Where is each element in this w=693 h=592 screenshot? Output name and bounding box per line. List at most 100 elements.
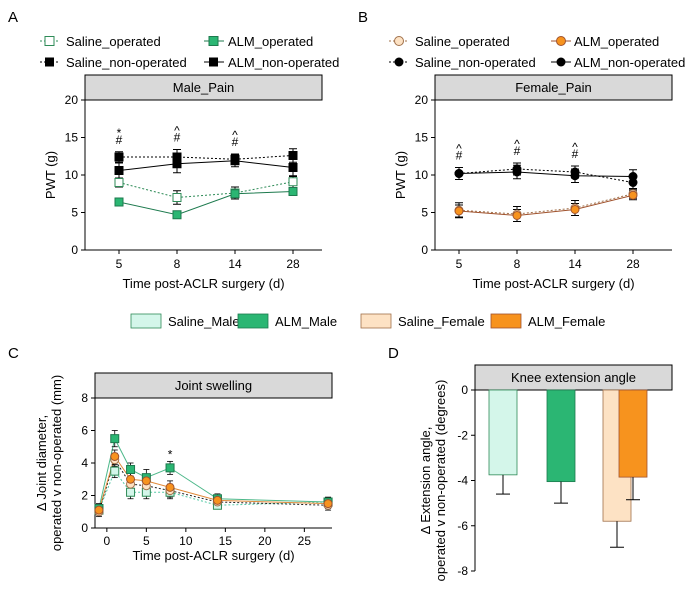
- female-pain-series-line: [458, 194, 634, 217]
- male-pain-series-line: [118, 181, 294, 199]
- legend-swatch-alm-female: [490, 313, 522, 329]
- male-pain-point: [288, 151, 298, 160]
- legend-marker-alm-non-operated: [556, 57, 566, 67]
- male-pain-y-label: PWT (g): [43, 151, 58, 199]
- male-pain-point: [114, 178, 124, 187]
- legend-swatch-saline-male: [130, 313, 162, 329]
- joint-swelling-y-tick-label: 8: [81, 391, 88, 405]
- female-pain-title-bar: [434, 74, 673, 101]
- legend-label: Saline_operated: [66, 34, 161, 49]
- female-pain-significance-mark: ^: [456, 142, 462, 156]
- panel-label-d: D: [388, 345, 399, 362]
- male-pain-x-tick-label: 8: [174, 257, 181, 271]
- female-pain-significance-mark: #: [514, 144, 521, 158]
- joint-swelling-title: Joint swelling: [175, 378, 252, 393]
- male-pain-y-tick-label: 20: [65, 93, 79, 107]
- legend-marker-alm-operated: [208, 36, 219, 46]
- legend-label: Saline_non-operated: [66, 55, 187, 70]
- female-pain-y-tick-label: 15: [415, 131, 429, 145]
- female-pain-x-tick-label: 14: [568, 257, 582, 271]
- female-pain-y-tick-label: 20: [415, 93, 429, 107]
- female-pain-point: [512, 211, 522, 220]
- panel-label-a: A: [8, 9, 18, 26]
- joint-swelling-title-bar: [94, 372, 333, 399]
- joint-swelling-y-tick-label: 6: [81, 424, 88, 438]
- male-pain-point: [114, 166, 124, 175]
- joint-swelling-point: [94, 505, 104, 515]
- legend-label: ALM_operated: [228, 34, 313, 49]
- joint-swelling-x-tick-label: 0: [104, 534, 111, 548]
- male-pain-point: [288, 177, 298, 187]
- female-pain-title: Female_Pain: [515, 80, 592, 95]
- male-pain-x-tick-label: 14: [228, 257, 242, 271]
- legend-marker-saline-non-operated: [394, 57, 404, 67]
- knee-extension-bar: [488, 389, 518, 476]
- male-pain-x-tick-label: 28: [286, 257, 300, 271]
- male-pain-series-line: [119, 155, 294, 160]
- female-pain-point: [570, 205, 580, 214]
- knee-extension-y-tick-label: -4: [457, 474, 468, 488]
- female-pain-series-line: [458, 193, 634, 215]
- female-pain-x-tick-label: 28: [626, 257, 640, 271]
- knee-extension-y-tick-label: 0: [461, 383, 468, 397]
- legend-label: ALM_non-operated: [574, 55, 685, 70]
- legend-marker-saline-operated: [44, 36, 55, 46]
- legend-swatch-alm-male: [237, 313, 269, 329]
- legend-label: Saline_Male: [168, 314, 240, 329]
- male-pain-x-tick-label: 5: [116, 257, 123, 271]
- female-pain-x-label: Time post-ACLR surgery (d): [472, 276, 634, 291]
- legend-label: Saline_operated: [415, 34, 510, 49]
- female-pain-series-line: [458, 171, 634, 177]
- joint-swelling-x-tick-label: 5: [143, 534, 150, 548]
- male-pain-point: [288, 187, 298, 196]
- panel-label-b: B: [358, 9, 368, 26]
- legend-label: Saline_non-operated: [415, 55, 536, 70]
- knee-extension-y-tick-label: -2: [457, 428, 468, 442]
- male-pain-title: Male_Pain: [173, 80, 234, 95]
- male-pain-y-tick-label: 0: [71, 243, 78, 257]
- legend-male: Saline_operated ALM_operated Saline_non-…: [40, 34, 339, 70]
- knee-extension-bar: [546, 389, 576, 483]
- female-pain-point: [454, 169, 464, 178]
- joint-swelling-y-tick-label: 4: [81, 456, 88, 470]
- knee-extension-title-bar: [474, 364, 673, 391]
- female-pain-x-tick-label: 8: [514, 257, 521, 271]
- joint-swelling-x-tick-label: 10: [179, 534, 193, 548]
- female-pain-significance-mark: #: [572, 147, 579, 161]
- male-pain-point: [230, 189, 240, 199]
- knee-extension-title: Knee extension angle: [511, 370, 636, 385]
- legend-marker-saline-non-operated: [45, 57, 54, 67]
- male-pain-significance-mark: #: [232, 135, 239, 149]
- male-pain-significance-mark: *: [117, 126, 122, 140]
- male-pain-point: [172, 193, 182, 202]
- female-pain-y-tick-label: 0: [421, 243, 428, 257]
- female-pain-significance-mark: #: [456, 149, 463, 163]
- female-pain-significance-mark: ^: [514, 137, 520, 151]
- joint-swelling-point: [126, 474, 136, 484]
- male-pain-significance-mark: ^: [174, 124, 180, 138]
- knee-extension-y-label: Δ Extension angle,: [418, 427, 433, 535]
- legend-label: ALM_operated: [574, 34, 659, 49]
- joint-swelling-point: [165, 463, 175, 473]
- panel-label-c: C: [8, 345, 19, 362]
- joint-swelling-x-tick-label: 25: [298, 534, 312, 548]
- legend-swatch-saline-female: [360, 313, 392, 329]
- female-pain-y-tick-label: 5: [421, 206, 428, 220]
- legend-groups: Saline_Male ALM_Male Saline_Female ALM_F…: [130, 313, 605, 329]
- legend-marker-alm-operated: [556, 36, 566, 46]
- male-pain-point: [114, 197, 124, 207]
- male-pain-y-tick-label: 10: [65, 168, 79, 182]
- male-pain-title-bar: [84, 74, 323, 101]
- female-pain-point: [570, 171, 580, 181]
- plots: Male_Pain 0 5 10 15 20 PWT (g) 5 8 14 28 Time post-…: [34, 74, 673, 581]
- male-pain-series-line: [118, 160, 294, 171]
- male-pain-y-tick-label: 5: [71, 206, 78, 220]
- joint-swelling-x-label: Time post-ACLR surgery (d): [132, 548, 294, 563]
- male-pain-point: [172, 159, 182, 169]
- joint-swelling-x-tick-label: 20: [258, 534, 272, 548]
- legend-marker-saline-operated: [394, 36, 404, 46]
- legend-label: Saline_Female: [398, 314, 485, 329]
- female-pain-point: [628, 190, 638, 200]
- legend-label: ALM_Female: [528, 314, 605, 329]
- male-pain-y-tick-label: 15: [65, 131, 79, 145]
